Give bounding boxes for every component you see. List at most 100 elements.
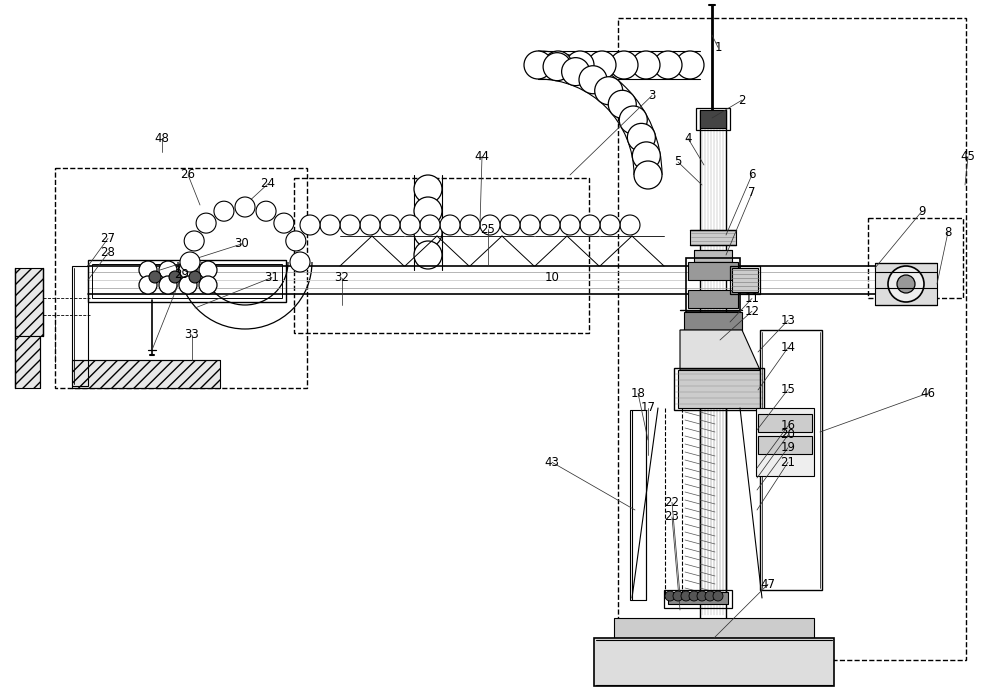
Text: 19: 19: [780, 442, 796, 454]
Circle shape: [888, 266, 924, 302]
Bar: [614, 618, 814, 638]
Bar: [758, 436, 812, 454]
Text: 1: 1: [714, 41, 722, 54]
Text: 33: 33: [185, 328, 199, 341]
Text: 29: 29: [175, 268, 190, 281]
Bar: [686, 258, 740, 312]
Bar: [875, 263, 937, 305]
Circle shape: [588, 51, 616, 79]
Text: 24: 24: [260, 178, 276, 190]
Circle shape: [619, 106, 647, 134]
Text: 44: 44: [475, 150, 490, 163]
Circle shape: [179, 261, 197, 279]
Circle shape: [608, 91, 636, 118]
Text: 4: 4: [684, 132, 692, 145]
Circle shape: [500, 215, 520, 235]
Bar: [72, 360, 220, 388]
Text: 9: 9: [918, 205, 926, 218]
Bar: [688, 262, 738, 280]
Bar: [92, 264, 282, 298]
Circle shape: [632, 142, 660, 170]
Text: 47: 47: [761, 578, 776, 591]
Circle shape: [414, 175, 442, 203]
Text: 22: 22: [664, 496, 680, 509]
Bar: [55, 168, 307, 388]
Text: 2: 2: [738, 93, 746, 106]
Circle shape: [189, 271, 201, 283]
Polygon shape: [680, 330, 760, 370]
Text: 7: 7: [748, 187, 756, 200]
Text: 27: 27: [100, 232, 116, 245]
Circle shape: [159, 276, 177, 294]
Bar: [756, 408, 814, 476]
Circle shape: [440, 215, 460, 235]
Bar: [678, 370, 760, 408]
Circle shape: [676, 51, 704, 79]
Circle shape: [713, 591, 723, 601]
Circle shape: [665, 591, 675, 601]
Circle shape: [414, 219, 442, 247]
Circle shape: [579, 66, 607, 94]
Circle shape: [544, 51, 572, 79]
Circle shape: [286, 231, 306, 251]
Text: 3: 3: [648, 89, 656, 102]
Bar: [760, 330, 822, 590]
Bar: [688, 290, 738, 308]
Bar: [668, 592, 728, 604]
Bar: [88, 260, 286, 302]
Bar: [630, 410, 646, 600]
Circle shape: [320, 215, 340, 235]
Circle shape: [610, 51, 638, 79]
Circle shape: [199, 261, 217, 279]
Circle shape: [274, 213, 294, 233]
Circle shape: [632, 51, 660, 79]
Circle shape: [149, 271, 161, 283]
Text: 5: 5: [674, 155, 682, 169]
Bar: [618, 18, 966, 660]
Text: 18: 18: [631, 387, 645, 399]
Text: 23: 23: [665, 511, 679, 523]
Text: 12: 12: [744, 305, 760, 318]
Circle shape: [580, 215, 600, 235]
Circle shape: [627, 124, 655, 151]
Circle shape: [654, 51, 682, 79]
Circle shape: [169, 271, 181, 283]
Bar: [700, 110, 726, 128]
Bar: [594, 638, 834, 686]
Text: 31: 31: [265, 271, 279, 284]
Bar: [684, 312, 742, 330]
Text: 10: 10: [545, 271, 559, 284]
Bar: [72, 266, 88, 386]
Text: 14: 14: [780, 341, 796, 354]
Circle shape: [139, 276, 157, 294]
Text: 25: 25: [481, 223, 495, 236]
Circle shape: [400, 215, 420, 235]
Text: 15: 15: [781, 383, 795, 396]
Circle shape: [543, 53, 571, 81]
Circle shape: [689, 591, 699, 601]
Circle shape: [180, 252, 200, 272]
Text: 6: 6: [748, 168, 756, 181]
Circle shape: [179, 276, 197, 294]
Bar: [664, 590, 732, 608]
Text: 45: 45: [961, 150, 975, 163]
Circle shape: [414, 197, 442, 225]
Text: 30: 30: [235, 238, 249, 250]
Circle shape: [595, 77, 623, 105]
Text: 8: 8: [944, 225, 952, 238]
Bar: [758, 414, 812, 432]
Text: 26: 26: [180, 168, 196, 181]
Circle shape: [697, 591, 707, 601]
Circle shape: [540, 215, 560, 235]
Circle shape: [300, 215, 320, 235]
Circle shape: [184, 231, 204, 251]
Text: 46: 46: [920, 387, 935, 399]
Circle shape: [380, 215, 400, 235]
Bar: [730, 266, 760, 294]
Text: 43: 43: [545, 456, 559, 468]
Circle shape: [360, 215, 380, 235]
Text: 28: 28: [101, 247, 115, 260]
Circle shape: [560, 215, 580, 235]
Circle shape: [256, 201, 276, 221]
Text: 11: 11: [744, 292, 760, 305]
